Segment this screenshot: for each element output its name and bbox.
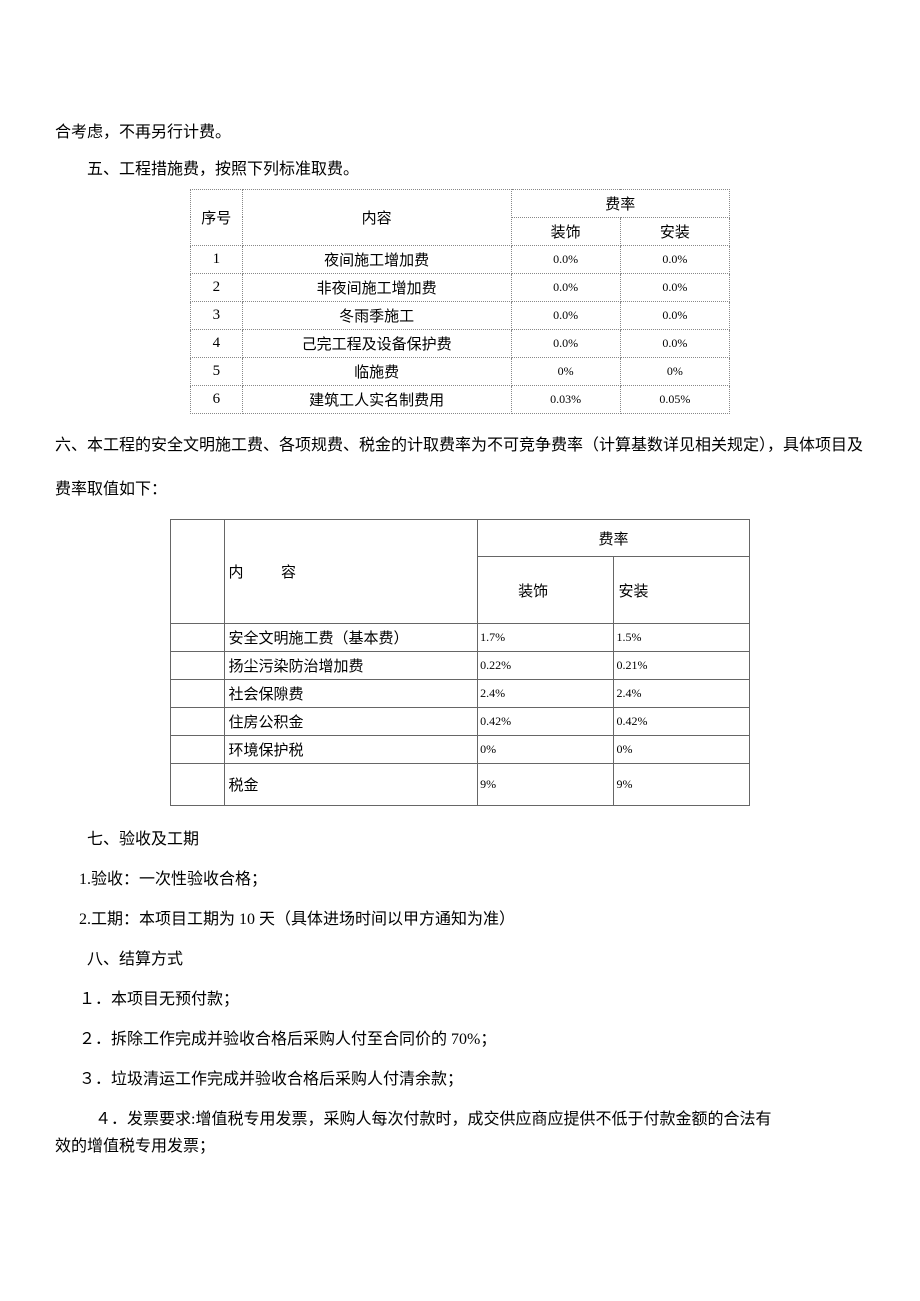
intro-line: 合考虑，不再另行计费。 <box>55 115 865 152</box>
section8-title: 八、结算方式 <box>55 940 865 980</box>
section8-item4-line2: 效的增值税专用发票； <box>55 1133 865 1160</box>
t2-cell-content: 安全文明施工费（基本费） <box>224 624 478 652</box>
section8-item4: ４．发票要求:增值税专用发票，采购人每次付款时，成交供应商应提供不低于付款金额的… <box>55 1106 865 1160</box>
t1-cell-install: 0.0% <box>620 301 729 329</box>
t2-cell-install: 0.42% <box>614 708 750 736</box>
t1-cell-content: 己完工程及设备保护费 <box>242 329 511 357</box>
t1-cell-seq: 6 <box>191 385 243 413</box>
t2-cell-blank <box>171 652 225 680</box>
section8-item1: １．本项目无预付款； <box>55 980 865 1020</box>
t2-cell-blank <box>171 680 225 708</box>
t2-cell-content: 扬尘污染防治增加费 <box>224 652 478 680</box>
t2-cell-content: 税金 <box>224 764 478 806</box>
t2-cell-decor: 0% <box>478 736 614 764</box>
t2-header-blank <box>171 520 225 624</box>
t2-cell-blank <box>171 736 225 764</box>
body-text-sections: 七、验收及工期 1.验收：一次性验收合格； 2.工期：本项目工期为 10 天（具… <box>55 820 865 1160</box>
t1-cell-content: 临施费 <box>242 357 511 385</box>
t2-cell-decor: 0.22% <box>478 652 614 680</box>
t1-cell-seq: 1 <box>191 245 243 273</box>
section6-para: 六、本工程的安全文明施工费、各项规费、税金的计取费率为不可竞争费率（计算基数详见… <box>55 424 865 514</box>
t2-cell-install: 1.5% <box>614 624 750 652</box>
t2-cell-decor: 1.7% <box>478 624 614 652</box>
section8-item2: ２．拆除工作完成并验收合格后采购人付至合同价的 70%； <box>55 1020 865 1060</box>
section7-item1: 1.验收：一次性验收合格； <box>55 860 865 900</box>
t1-header-decor: 装饰 <box>511 217 620 245</box>
t1-cell-seq: 4 <box>191 329 243 357</box>
t2-header-decor: 装饰 <box>478 557 614 624</box>
table-safety-fee: 内容 费率 装饰 安装 安全文明施工费（基本费） 1.7% 1.5% 扬尘污染防… <box>170 519 750 806</box>
t1-cell-decor: 0.0% <box>511 273 620 301</box>
t2-cell-install: 9% <box>614 764 750 806</box>
t1-cell-content: 建筑工人实名制费用 <box>242 385 511 413</box>
t2-cell-content: 住房公积金 <box>224 708 478 736</box>
t2-cell-decor: 0.42% <box>478 708 614 736</box>
t1-header-content: 内容 <box>242 189 511 245</box>
t2-cell-content: 社会保隙费 <box>224 680 478 708</box>
t2-cell-blank <box>171 764 225 806</box>
t2-cell-install: 0.21% <box>614 652 750 680</box>
t2-header-content-char1: 内 <box>229 565 244 581</box>
section8-item4-line1: ４．发票要求:增值税专用发票，采购人每次付款时，成交供应商应提供不低于付款金额的… <box>55 1106 865 1133</box>
table-measures-fee: 序号 内容 费率 装饰 安装 1 夜间施工增加费 0.0% 0.0% 2 非夜间… <box>190 189 730 414</box>
t1-cell-content: 夜间施工增加费 <box>242 245 511 273</box>
t1-cell-seq: 2 <box>191 273 243 301</box>
t2-header-rate: 费率 <box>478 520 750 557</box>
t2-header-install: 安装 <box>614 557 750 624</box>
section7-item2: 2.工期：本项目工期为 10 天（具体进场时间以甲方通知为准） <box>55 900 865 940</box>
t1-cell-install: 0.0% <box>620 273 729 301</box>
t1-header-install: 安装 <box>620 217 729 245</box>
t2-cell-install: 2.4% <box>614 680 750 708</box>
t1-cell-decor: 0.0% <box>511 245 620 273</box>
t1-cell-content: 冬雨季施工 <box>242 301 511 329</box>
t2-cell-install: 0% <box>614 736 750 764</box>
t1-cell-seq: 3 <box>191 301 243 329</box>
t1-cell-decor: 0.03% <box>511 385 620 413</box>
t1-cell-content: 非夜间施工增加费 <box>242 273 511 301</box>
section5-title: 五、工程措施费，按照下列标准取费。 <box>55 152 865 189</box>
t1-cell-decor: 0.0% <box>511 329 620 357</box>
t1-cell-install: 0.05% <box>620 385 729 413</box>
t2-cell-blank <box>171 708 225 736</box>
section7-title: 七、验收及工期 <box>55 820 865 860</box>
t1-cell-install: 0.0% <box>620 245 729 273</box>
t1-cell-install: 0% <box>620 357 729 385</box>
t2-cell-decor: 2.4% <box>478 680 614 708</box>
section8-item3: ３．垃圾清运工作完成并验收合格后采购人付清余款； <box>55 1060 865 1100</box>
t2-header-content-char2: 容 <box>281 565 296 581</box>
t2-cell-decor: 9% <box>478 764 614 806</box>
t1-header-rate: 费率 <box>511 189 729 217</box>
t1-cell-install: 0.0% <box>620 329 729 357</box>
t1-cell-seq: 5 <box>191 357 243 385</box>
t2-cell-blank <box>171 624 225 652</box>
t2-cell-content: 环境保护税 <box>224 736 478 764</box>
t1-cell-decor: 0% <box>511 357 620 385</box>
t1-header-seq: 序号 <box>191 189 243 245</box>
t2-header-content: 内容 <box>224 520 478 624</box>
t1-cell-decor: 0.0% <box>511 301 620 329</box>
